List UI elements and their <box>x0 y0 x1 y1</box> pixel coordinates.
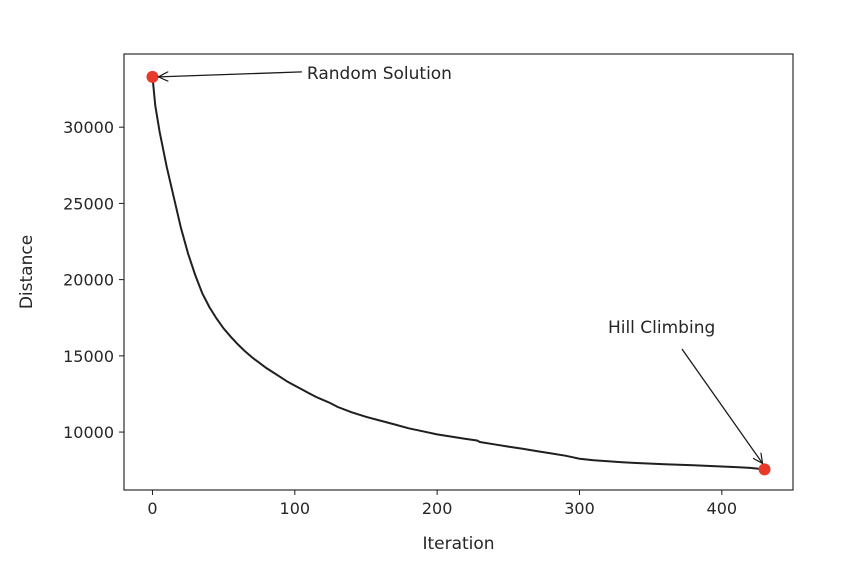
y-axis-label: Distance <box>17 235 37 309</box>
highlight-marker <box>146 70 159 83</box>
plot-frame <box>123 53 794 491</box>
x-tick-label: 0 <box>147 499 157 518</box>
y-tick-label: 20000 <box>63 271 114 290</box>
x-tick-label: 300 <box>564 499 595 518</box>
highlight-marker <box>758 463 771 476</box>
x-tick-label: 200 <box>422 499 453 518</box>
y-axis-ticks: 10000 15000 20000 25000 30000 <box>63 118 124 442</box>
hill-climbing-arrow <box>681 348 763 463</box>
hill-climbing-annotation: Hill Climbing <box>608 318 715 338</box>
y-tick-label: 25000 <box>63 194 114 213</box>
markers <box>146 70 771 476</box>
y-tick-label: 15000 <box>63 347 114 366</box>
y-tick-label: 10000 <box>63 423 114 442</box>
annotations: Random Solution Hill Climbing <box>158 64 762 464</box>
distance-series-line <box>151 76 765 471</box>
random-solution-annotation: Random Solution <box>307 64 452 84</box>
x-tick-label: 100 <box>280 499 311 518</box>
random-solution-arrow <box>158 71 302 77</box>
x-tick-label: 400 <box>707 499 738 518</box>
x-axis-ticks: 0 100 200 300 400 <box>147 490 737 518</box>
x-axis-label: Iteration <box>422 534 494 554</box>
y-tick-label: 30000 <box>63 118 114 137</box>
